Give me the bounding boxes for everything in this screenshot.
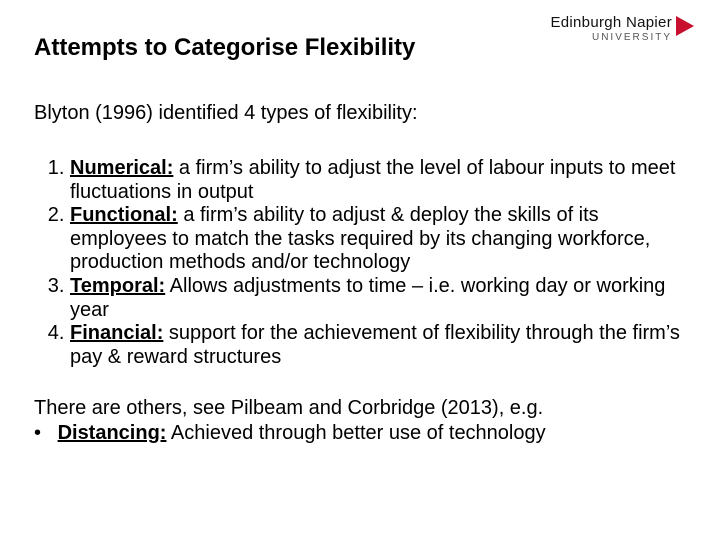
list-item: Financial: support for the achievement o…	[70, 322, 686, 369]
logo-triangle-icon	[676, 16, 694, 36]
outro-text: There are others, see Pilbeam and Corbri…	[34, 397, 686, 420]
list-item: Functional: a firm’s ability to adjust &…	[70, 204, 686, 275]
intro-text: Blyton (1996) identified 4 types of flex…	[34, 102, 686, 125]
list-item: Temporal: Allows adjustments to time – i…	[70, 275, 686, 322]
slide: Edinburgh Napier UNIVERSITY Attempts to …	[0, 0, 720, 540]
term-label: Functional:	[70, 204, 178, 226]
term-label: Distancing:	[58, 422, 167, 444]
logo-line1: Edinburgh Napier	[550, 14, 672, 31]
university-logo: Edinburgh Napier UNIVERSITY	[524, 16, 694, 56]
more-list: Distancing: Achieved through better use …	[34, 422, 686, 446]
logo-line2: UNIVERSITY	[592, 32, 672, 43]
term-label: Financial:	[70, 322, 163, 344]
term-label: Numerical:	[70, 157, 173, 179]
term-label: Temporal:	[70, 275, 165, 297]
slide-title: Attempts to Categorise Flexibility	[34, 28, 464, 62]
list-item: Distancing: Achieved through better use …	[52, 422, 686, 446]
types-list: Numerical: a firm’s ability to adjust th…	[34, 157, 686, 369]
list-item: Numerical: a firm’s ability to adjust th…	[70, 157, 686, 204]
term-desc: Achieved through better use of technolog…	[166, 422, 545, 444]
